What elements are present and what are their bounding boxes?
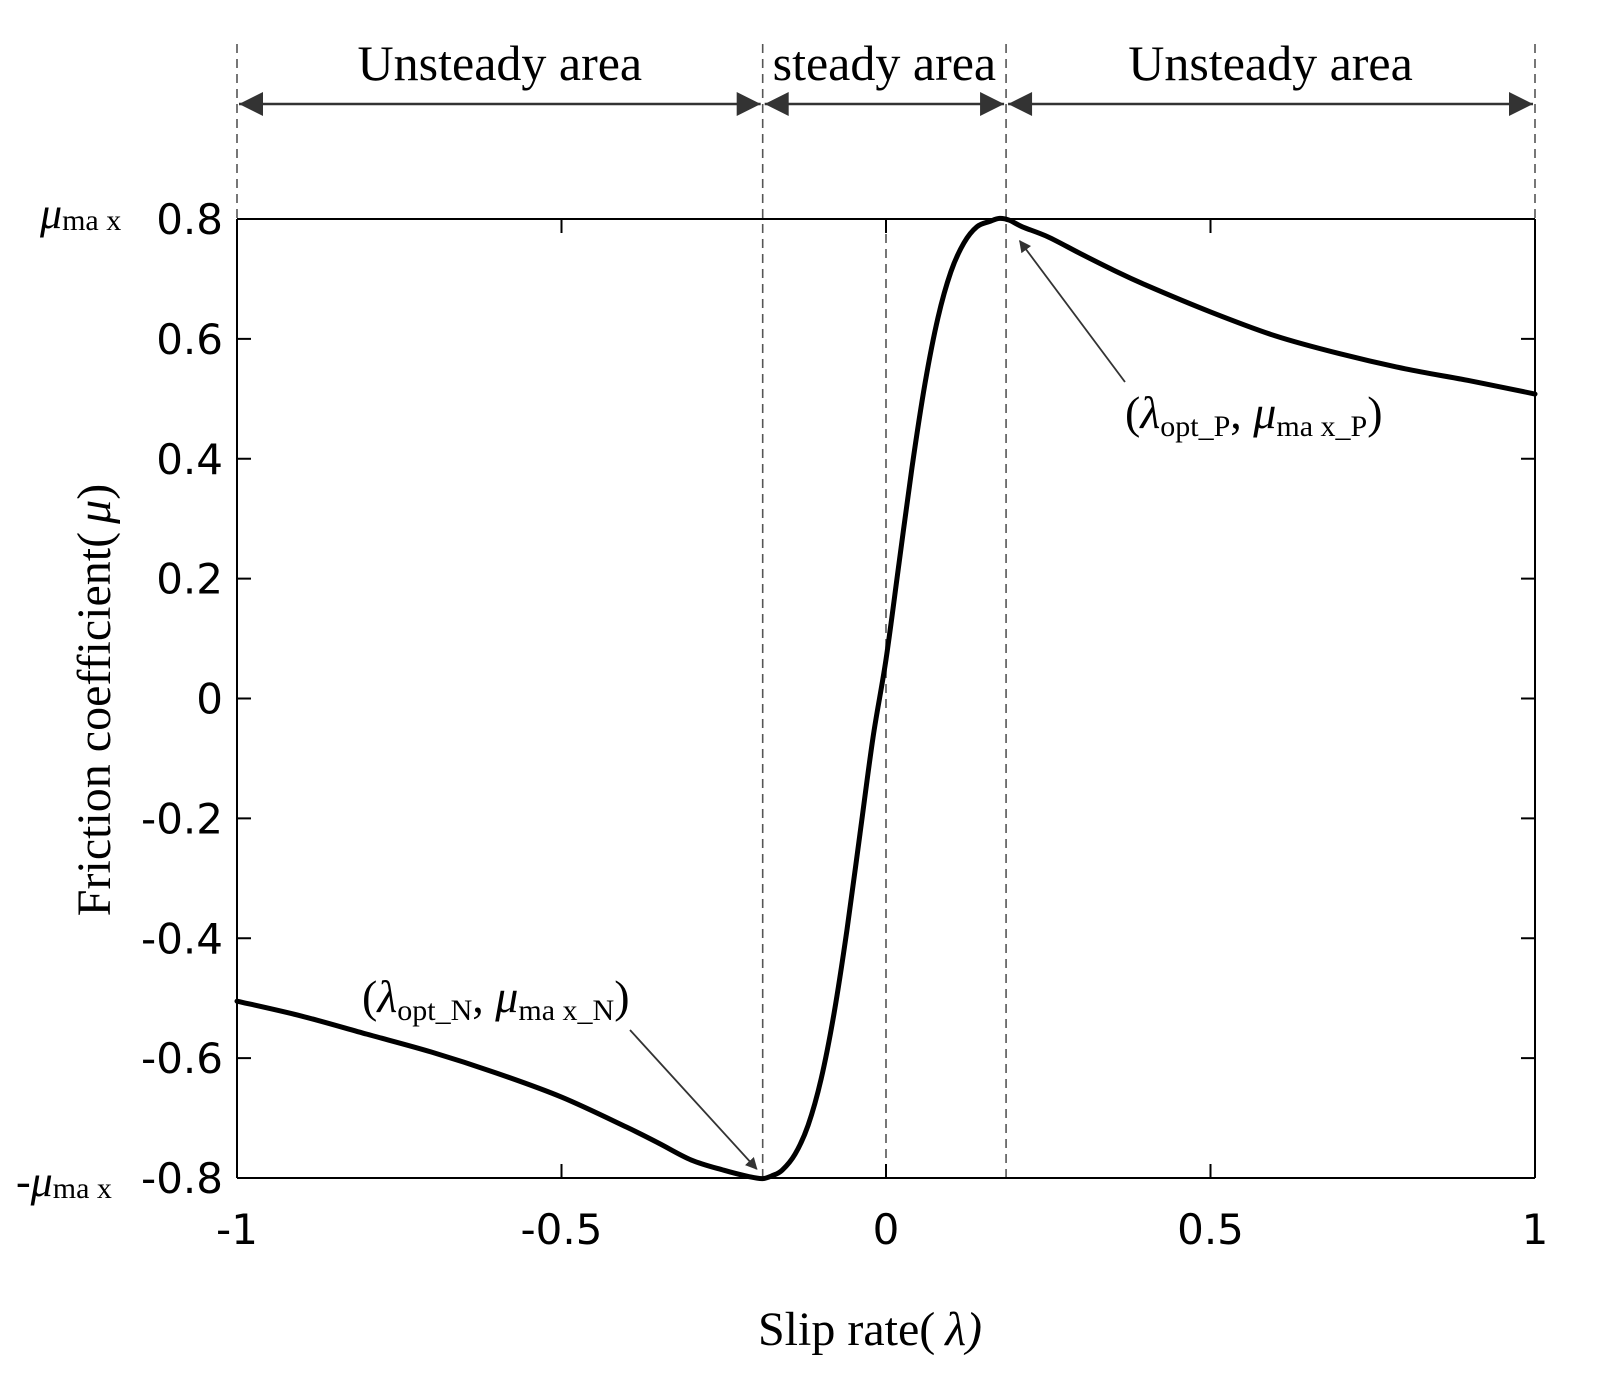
neg-mu-max-label: -μma x xyxy=(16,1157,112,1206)
ann-n-mu-sub: ma x_N xyxy=(518,994,614,1027)
neg-mu-max-symbol: μ xyxy=(30,1157,53,1206)
y-tick-label-7: -0.6 xyxy=(141,1034,223,1083)
x-tick-label-1: -0.5 xyxy=(521,1205,603,1254)
x-tick-label-2: 0 xyxy=(873,1205,900,1254)
mu-max-label: μma x xyxy=(39,189,121,238)
series-line-0 xyxy=(234,215,1538,1182)
x-axis-title: Slip rate(λ) xyxy=(758,1303,982,1356)
y-tick-label-1: 0.6 xyxy=(156,315,223,364)
ticks: -1 -0.5 0 0.5 1 0.8 0.6 0.4 0.2 0 -0.2 -0.4 -0.6 -0.8 xyxy=(141,195,1548,1254)
mu-max-symbol: μ xyxy=(39,189,62,238)
ann-p-lambda: λ xyxy=(1138,387,1160,438)
neg-mu-max-sub: ma x xyxy=(53,1172,112,1205)
region-label-0: Unsteady area xyxy=(358,35,643,91)
ann-p-lambda-sub: opt_P xyxy=(1160,410,1230,443)
x-tick-label-3: 0.5 xyxy=(1177,1205,1244,1254)
y-tick-label-4: 0 xyxy=(196,675,223,724)
y-tick-label-3: 0.2 xyxy=(156,555,223,604)
mu-max-sub: ma x xyxy=(62,204,121,237)
x-axis-title-close: ) xyxy=(963,1303,982,1356)
y-tick-label-6: -0.4 xyxy=(141,914,223,963)
region-arrows: Unsteady area steady area Unsteady area xyxy=(239,35,1533,116)
ann-n-mu: μ xyxy=(494,971,518,1022)
x-tick-label-0: -1 xyxy=(216,1205,258,1254)
y-axis-title-close: ) xyxy=(68,484,121,500)
y-axis-title-text: Friction coefficient( xyxy=(68,532,121,916)
annotation-arrow-opt-n xyxy=(629,1029,758,1170)
x-axis-title-text: Slip rate( xyxy=(758,1303,935,1356)
ann-n-lambda-sub: opt_N xyxy=(397,994,472,1027)
neg-mu-max-prefix: - xyxy=(16,1157,31,1206)
ann-p-sep: , xyxy=(1230,387,1253,438)
ann-n-close: ) xyxy=(614,971,629,1022)
annotation-arrow-opt-p xyxy=(1019,240,1126,383)
y-axis-title: Friction coefficient( μ) xyxy=(68,484,121,916)
annotation-opt-n: (λopt_N, μma x_N) xyxy=(362,971,630,1027)
ann-n-sep: , xyxy=(472,971,495,1022)
annotation-layer xyxy=(629,240,1126,1170)
region-label-1: steady area xyxy=(773,35,996,91)
region-label-2: Unsteady area xyxy=(1128,35,1413,91)
ann-p-mu-sub: ma x_P xyxy=(1276,410,1367,443)
y-tick-label-8: -0.8 xyxy=(141,1154,223,1203)
ann-n-open: ( xyxy=(362,971,377,1022)
x-tick-label-4: 1 xyxy=(1522,1205,1549,1254)
annotation-opt-p: (λopt_P, μma x_P) xyxy=(1125,387,1383,443)
y-tick-label-2: 0.4 xyxy=(156,435,223,484)
curve-layer xyxy=(234,215,1538,1182)
ann-p-open: ( xyxy=(1125,387,1140,438)
ann-p-mu: μ xyxy=(1252,387,1276,438)
ann-n-lambda: λ xyxy=(375,971,397,1022)
y-tick-label-5: -0.2 xyxy=(141,794,223,843)
y-axis-title-symbol: μ xyxy=(68,500,121,525)
y-tick-label-0: 0.8 xyxy=(156,195,223,244)
x-axis-title-symbol: λ xyxy=(943,1303,966,1356)
ann-p-close: ) xyxy=(1367,387,1382,438)
